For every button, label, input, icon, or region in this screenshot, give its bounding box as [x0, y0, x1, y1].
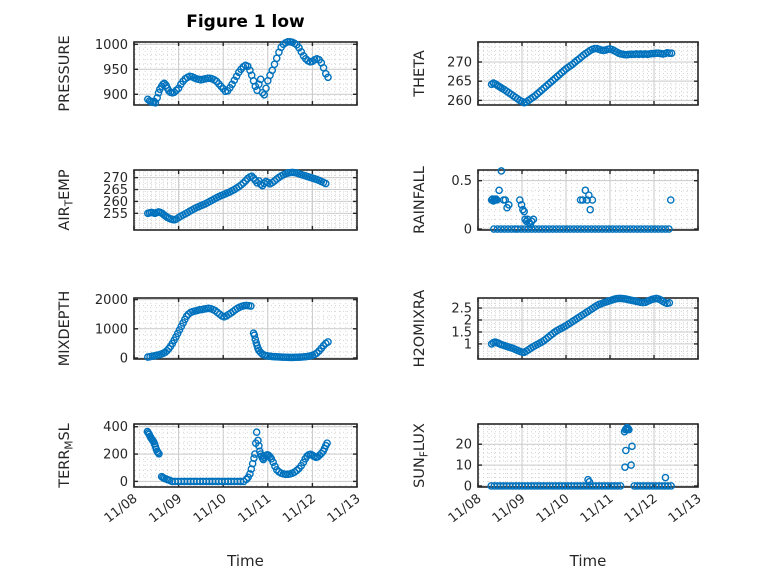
axes-frame	[477, 297, 699, 360]
scatter-series-terr-msl	[143, 427, 331, 486]
y-axis-label-sun-flux: SUNFLUX	[412, 423, 431, 488]
y-tick-label: 0	[464, 479, 472, 494]
figure-title: Figure 1 low	[186, 12, 305, 32]
y-tick-label: 0	[464, 223, 472, 238]
subplot-terr-msl: 0 200 400 11/08 11/09 11/10 11/11 11/12 11/13 TER…	[57, 420, 363, 526]
y-tick-label: 255	[103, 207, 128, 222]
y-tick-label: 400	[103, 420, 128, 435]
subplot-h2omixra: 11.522.5 H2OMIXRA	[412, 290, 699, 368]
x-tick-label: 11/09	[146, 491, 185, 526]
y-axis-label-pressure: PRESSURE	[57, 35, 73, 111]
scatter-series-pressure	[144, 38, 332, 107]
x-tick-label: 11/10	[191, 491, 230, 526]
y-axis-label-air-temp: AIRTEMP	[57, 169, 76, 230]
y-tick-label: 2000	[95, 293, 128, 308]
y-tick-label: 2	[464, 314, 472, 329]
y-tick-label: 0.5	[451, 174, 472, 189]
y-tick-label: 1.5	[451, 325, 472, 340]
scatter-series-air-temp	[144, 168, 330, 224]
x-axis-label-left: Time	[227, 552, 264, 570]
y-tick-label: 270	[103, 171, 128, 186]
subplot-theta: 260 265 270 THETA	[412, 41, 699, 109]
y-axis-label-theta: THETA	[412, 50, 428, 98]
y-tick-label: 200	[103, 448, 128, 463]
axes-frame	[133, 169, 358, 231]
y-tick-label: 1	[464, 337, 472, 352]
scatter-series-mixdepth	[144, 301, 332, 362]
x-tick-label: 11/13	[325, 491, 364, 526]
x-tick-label: 11/12	[622, 491, 661, 526]
subplot-rainfall: 0 0.5 RAINFALL	[412, 166, 699, 238]
scatter-series-rainfall	[487, 167, 675, 233]
scatter-series-theta	[487, 44, 676, 107]
y-axis-label-rainfall: RAINFALL	[412, 166, 428, 234]
x-tick-label: 11/11	[236, 491, 275, 526]
y-tick-label: 260	[447, 94, 472, 109]
x-tick-label: 11/12	[280, 491, 319, 526]
scatter-series-h2omixra	[487, 294, 674, 357]
subplot-mixdepth: 0 1000 2000 MIXDEPTH	[57, 291, 358, 367]
y-tick-label: 1000	[95, 322, 128, 337]
y-tick-label: 270	[447, 55, 472, 70]
x-axis-label-right: Time	[569, 552, 607, 570]
y-tick-label: 265	[103, 183, 128, 198]
x-tick-label: 11/09	[490, 491, 529, 526]
scatter-series-sun-flux	[487, 423, 675, 490]
y-axis-label-terr-msl: TERRMSL	[57, 423, 76, 489]
y-tick-label: 265	[447, 75, 472, 90]
subplot-sun-flux: 0 10 20 11/08 11/09 11/10 11/11 11/12 11/13 SUNFL…	[412, 423, 704, 526]
y-tick-label: 950	[103, 63, 128, 78]
y-tick-label: 1000	[95, 38, 128, 53]
x-tick-label: 11/11	[578, 491, 617, 526]
x-tick-label: 11/13	[666, 491, 705, 526]
y-tick-label: 0	[120, 351, 128, 366]
y-axis-label-h2omixra: H2OMIXRA	[412, 290, 428, 368]
axes-frame	[133, 41, 358, 106]
axes-frame	[477, 41, 699, 106]
x-tick-label: 11/08	[446, 491, 485, 526]
y-tick-label: 900	[103, 88, 128, 103]
x-tick-label: 11/10	[534, 491, 573, 526]
y-tick-label: 20	[455, 438, 472, 453]
subplot-pressure: 900 950 1000 PRESSURE	[57, 35, 358, 112]
y-tick-label: 260	[103, 195, 128, 210]
x-tick-label: 11/08	[102, 491, 141, 526]
y-tick-label: 2.5	[451, 302, 472, 317]
axes-frame	[133, 423, 358, 488]
axes-frame	[477, 423, 699, 488]
y-tick-label: 0	[120, 475, 128, 490]
y-tick-label: 10	[455, 459, 472, 474]
y-axis-label-mixdepth: MIXDEPTH	[57, 291, 73, 367]
